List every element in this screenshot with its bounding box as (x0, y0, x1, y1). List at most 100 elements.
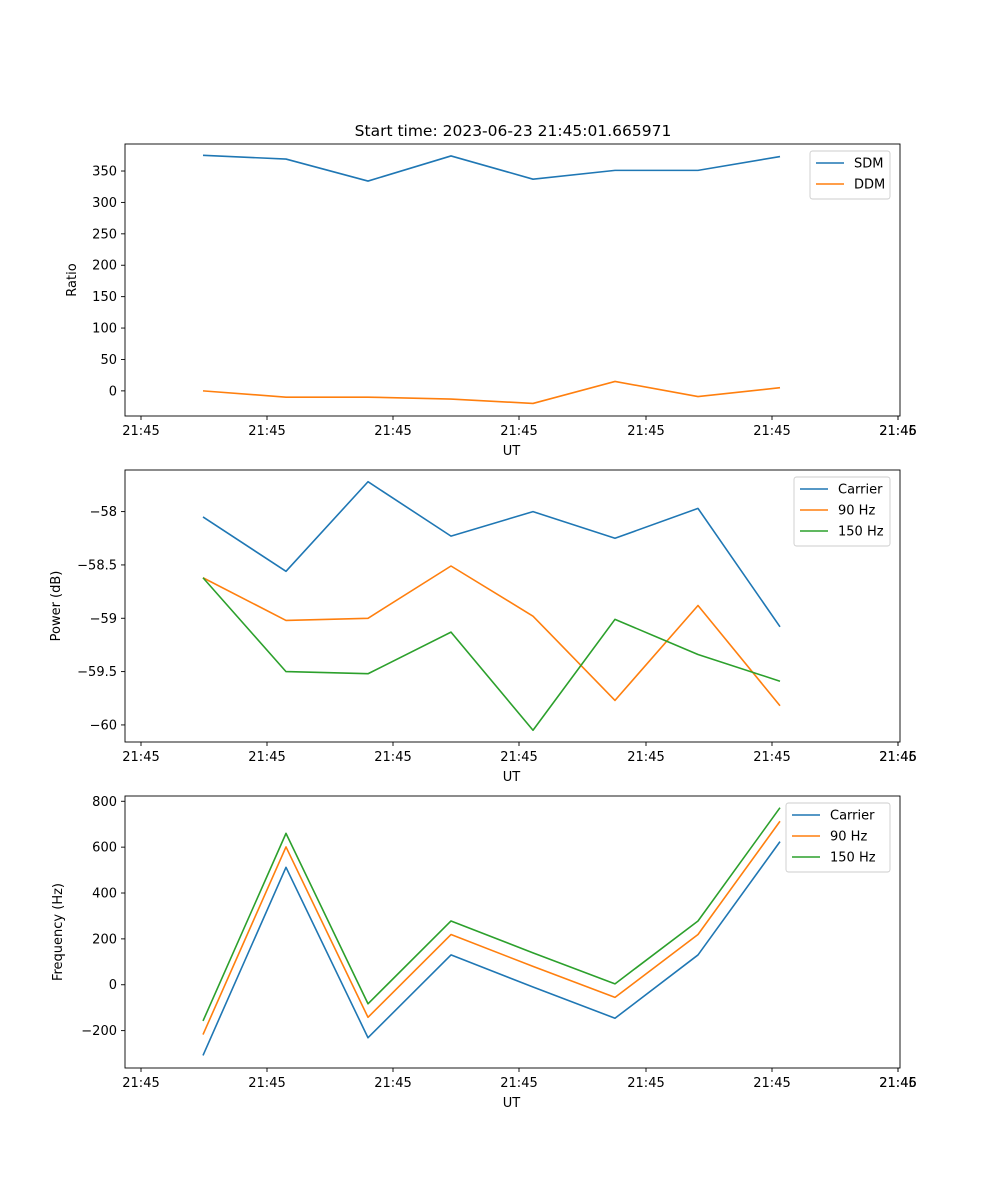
x-tick-label: 21:45 (500, 750, 537, 765)
x-tick-label: 21:45 (122, 750, 159, 765)
data-point (532, 952, 534, 954)
data-point (779, 840, 781, 842)
y-tick-label: −58 (90, 505, 117, 520)
data-point (202, 516, 204, 518)
legend-frame (793, 476, 891, 547)
data-point (614, 169, 616, 171)
y-tick-label: 100 (92, 322, 117, 337)
data-point (367, 673, 369, 675)
data-point (779, 155, 781, 157)
x-tick-label: 21:45 (248, 1076, 285, 1091)
chart-title: Start time: 2023-06-23 21:45:01.665971 (355, 122, 672, 140)
x-axis-label: UT (503, 444, 521, 459)
series-line-150-hz (202, 807, 781, 1022)
y-tick-label: 300 (92, 196, 117, 211)
y-tick-label: 50 (100, 353, 117, 368)
legend-label: 150 Hz (838, 525, 884, 540)
x-tick-label: 21:45 (879, 1076, 916, 1091)
data-point (450, 535, 452, 537)
data-point (285, 396, 287, 398)
data-point (367, 396, 369, 398)
data-point (450, 565, 452, 567)
data-point (532, 965, 534, 967)
series-line-carrier (202, 841, 781, 1056)
data-point (202, 1033, 204, 1035)
y-tick-label: 600 (92, 841, 117, 856)
legend-label: SDM (854, 157, 883, 172)
data-point (697, 604, 699, 606)
legend-label: Carrier (838, 483, 883, 498)
y-tick-label: 250 (92, 227, 117, 242)
x-tick-label: 21:45 (248, 424, 285, 439)
data-point (367, 617, 369, 619)
x-tick-label: 21:45 (753, 1076, 790, 1091)
data-point (450, 398, 452, 400)
data-point (614, 699, 616, 701)
data-point (697, 920, 699, 922)
data-point (532, 729, 534, 731)
subplot-2: 21:45 21:45 21:45 21:45 21:45 21:45 21:4521:46… (49, 469, 917, 785)
legend-label: Carrier (830, 809, 875, 824)
x-tick-label: 21:45 (122, 1076, 159, 1091)
data-point (532, 402, 534, 404)
data-point (285, 570, 287, 572)
data-point (367, 1003, 369, 1005)
x-tick-label: 21:45 (374, 1076, 411, 1091)
legend-label: DDM (854, 178, 885, 193)
x-tick-label: 21:45 (753, 750, 790, 765)
plot-area (124, 469, 901, 743)
data-point (285, 158, 287, 160)
data-point (614, 380, 616, 382)
legend-frame (785, 802, 891, 873)
series-line-150-hz (202, 577, 781, 732)
series-line-ddm (202, 380, 781, 405)
data-point (450, 631, 452, 633)
y-axis-label: Power (dB) (49, 571, 64, 642)
data-point (697, 169, 699, 171)
data-point (285, 670, 287, 672)
data-point (450, 933, 452, 935)
x-tick-label: 21:45 (500, 1076, 537, 1091)
data-point (532, 986, 534, 988)
data-point (532, 178, 534, 180)
data-point (697, 933, 699, 935)
y-tick-label: −60 (90, 718, 117, 733)
data-point (779, 806, 781, 808)
data-point (614, 983, 616, 985)
x-tick-label: 21:46 (879, 750, 916, 765)
data-point (285, 619, 287, 621)
x-tick-label: 21:45 (879, 424, 916, 439)
series-line-90-hz (202, 820, 781, 1035)
x-tick-label: 21:45 (879, 750, 916, 765)
x-tick-label: 21:45 (122, 424, 159, 439)
series-line-90-hz (202, 565, 781, 707)
data-point (367, 1016, 369, 1018)
y-tick-label: −200 (81, 1024, 117, 1039)
x-tick-label: 21:45 (500, 424, 537, 439)
y-tick-label: 350 (92, 165, 117, 180)
y-tick-label: −58.5 (77, 558, 117, 573)
y-tick-label: 400 (92, 887, 117, 902)
x-tick-label: 21:45 (248, 750, 285, 765)
data-point (779, 680, 781, 682)
y-tick-label: 150 (92, 290, 117, 305)
subplot-1: 21:45 21:45 21:45 21:45 21:45 21:45 21:4521:46… (65, 143, 917, 459)
x-tick-label: 21:46 (879, 1076, 916, 1091)
data-point (697, 395, 699, 397)
data-point (697, 653, 699, 655)
x-tick-label: 21:45 (374, 750, 411, 765)
legend-label: 90 Hz (830, 830, 867, 845)
legend: Carrier 90 Hz 150 Hz (793, 476, 891, 547)
data-point (202, 390, 204, 392)
data-point (450, 155, 452, 157)
data-point (285, 846, 287, 848)
legend: Carrier 90 Hz 150 Hz (785, 802, 891, 873)
data-point (532, 510, 534, 512)
data-point (202, 1054, 204, 1056)
series-line-carrier (202, 480, 781, 628)
data-point (367, 180, 369, 182)
data-point (697, 954, 699, 956)
data-point (450, 954, 452, 956)
data-point (285, 866, 287, 868)
x-tick-label: 21:45 (753, 424, 790, 439)
